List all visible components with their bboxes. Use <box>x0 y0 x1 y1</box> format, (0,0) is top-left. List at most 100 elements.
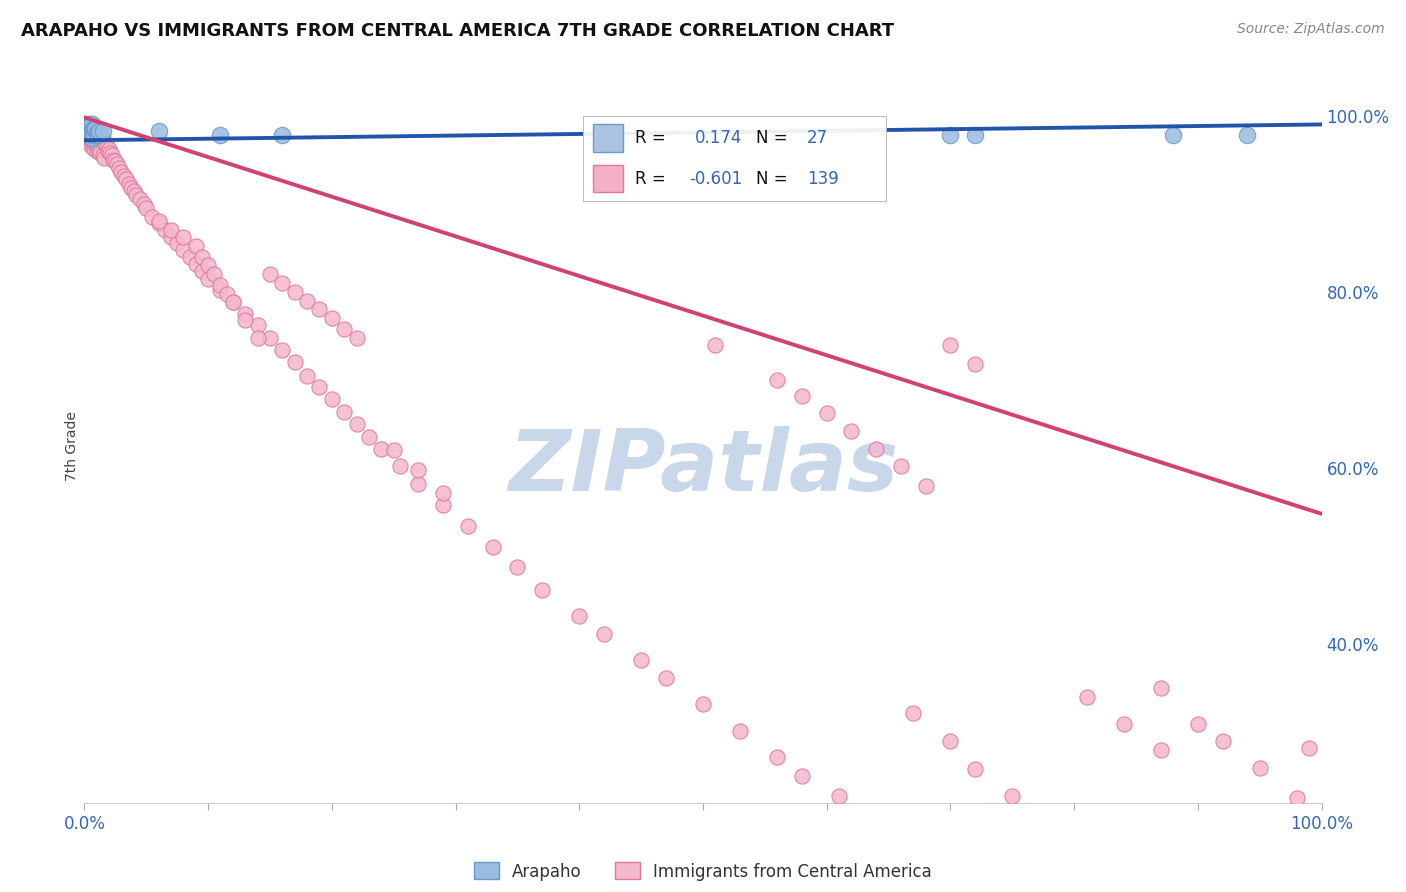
Point <box>432 485 454 500</box>
Y-axis label: 7th Grade: 7th Grade <box>65 411 79 481</box>
Point <box>191 263 214 277</box>
Point <box>815 406 838 420</box>
Point <box>96 139 118 153</box>
Point <box>246 318 269 333</box>
Point <box>766 750 789 764</box>
Point <box>94 136 117 151</box>
Point <box>148 214 170 228</box>
Point <box>259 267 281 281</box>
Point <box>568 609 591 624</box>
Text: 0.174: 0.174 <box>696 129 742 147</box>
Point <box>1076 690 1098 704</box>
Point <box>86 144 108 158</box>
Point <box>79 121 101 136</box>
Point <box>160 223 183 237</box>
Point <box>104 154 127 169</box>
Point <box>105 157 128 171</box>
Point <box>76 121 98 136</box>
Point <box>308 380 330 394</box>
Point <box>357 430 380 444</box>
Point <box>246 331 269 345</box>
Point <box>346 331 368 345</box>
Point <box>82 121 104 136</box>
Point <box>321 392 343 407</box>
Point <box>118 178 141 192</box>
Point <box>965 357 987 371</box>
Point <box>79 135 101 149</box>
Point <box>82 139 104 153</box>
Point <box>939 734 962 748</box>
Point <box>87 139 110 153</box>
Point <box>89 145 111 160</box>
Point <box>704 337 727 351</box>
Point <box>77 121 100 136</box>
Point <box>191 250 214 264</box>
Point <box>125 188 148 202</box>
Point <box>89 128 111 142</box>
Point <box>110 165 132 179</box>
Point <box>184 257 207 271</box>
Point <box>271 343 294 357</box>
Point <box>172 230 194 244</box>
Point <box>1249 760 1271 774</box>
Point <box>166 236 188 251</box>
Point <box>89 866 111 880</box>
Point <box>1212 734 1234 748</box>
Point <box>903 706 925 720</box>
Point <box>80 121 103 136</box>
Point <box>153 223 176 237</box>
Point <box>98 142 121 156</box>
Point <box>1285 791 1308 805</box>
Point <box>215 286 238 301</box>
Point <box>79 118 101 132</box>
Point <box>83 121 105 136</box>
Point <box>1001 789 1024 803</box>
Point <box>129 192 152 206</box>
Point <box>83 128 105 142</box>
Legend: Arapaho, Immigrants from Central America: Arapaho, Immigrants from Central America <box>467 855 939 888</box>
Point <box>790 769 813 783</box>
Point <box>346 417 368 431</box>
Point <box>172 243 194 257</box>
Point <box>76 118 98 132</box>
Point <box>284 355 307 369</box>
Point <box>1161 128 1184 142</box>
Point <box>209 283 232 297</box>
Point <box>80 135 103 149</box>
Point <box>1038 821 1060 835</box>
Text: N =: N = <box>756 129 787 147</box>
Point <box>86 124 108 138</box>
Point <box>1150 681 1173 696</box>
Point <box>148 124 170 138</box>
Point <box>84 124 107 138</box>
Point <box>82 121 104 136</box>
Point <box>1236 128 1258 142</box>
Text: ARAPAHO VS IMMIGRANTS FROM CENTRAL AMERICA 7TH GRADE CORRELATION CHART: ARAPAHO VS IMMIGRANTS FROM CENTRAL AMERI… <box>21 22 894 40</box>
Point <box>271 276 294 290</box>
Point <box>939 128 962 142</box>
Point <box>655 671 678 685</box>
Point <box>408 463 430 477</box>
Point <box>120 181 142 195</box>
Point <box>333 404 356 418</box>
Text: ZIPatlas: ZIPatlas <box>508 425 898 509</box>
Point <box>112 169 135 183</box>
Point <box>84 121 107 136</box>
Text: 27: 27 <box>807 129 828 147</box>
Point <box>89 124 111 138</box>
Point <box>1298 741 1320 756</box>
Point <box>1112 716 1135 731</box>
Point <box>333 322 356 336</box>
Point <box>506 559 529 574</box>
Point <box>87 128 110 142</box>
Point <box>86 130 108 145</box>
Point <box>89 130 111 145</box>
Point <box>408 476 430 491</box>
Point <box>84 136 107 151</box>
Point <box>890 459 912 474</box>
Point <box>828 789 851 803</box>
Point <box>692 697 714 711</box>
Text: R =: R = <box>636 129 665 147</box>
Point <box>98 145 121 160</box>
Point <box>259 331 281 345</box>
